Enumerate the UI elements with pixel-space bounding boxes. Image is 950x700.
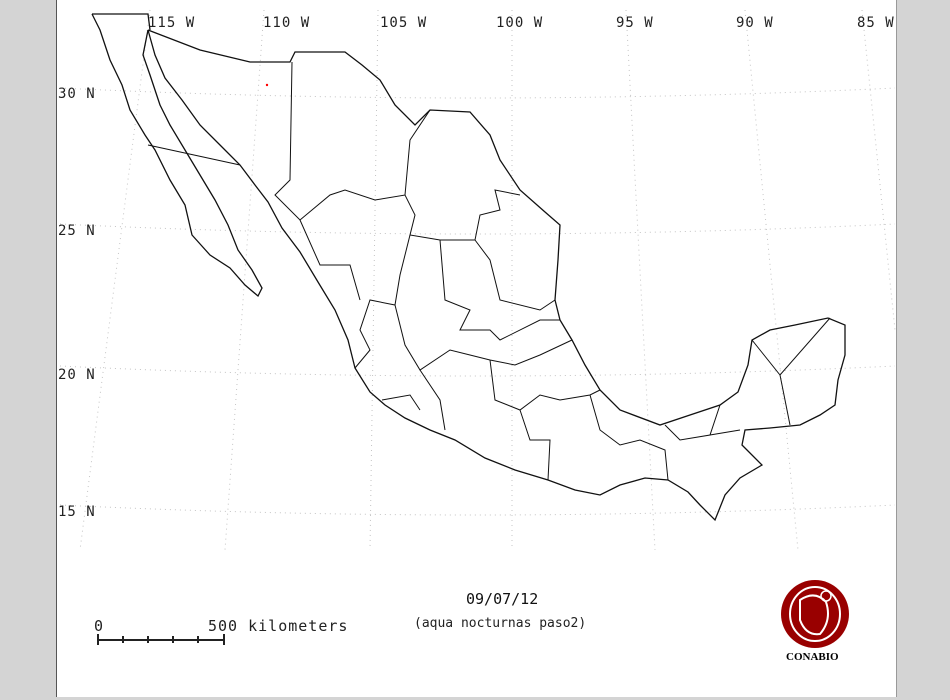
lon-label: 95 W (616, 15, 654, 31)
lon-label: 90 W (736, 15, 774, 31)
lon-label: 110 W (263, 15, 311, 31)
scale-start-label: 0 (94, 617, 105, 635)
map-date: 09/07/12 (466, 590, 539, 608)
baja-california (91, 13, 263, 298)
conabio-logo (781, 580, 849, 648)
lon-label: 105 W (380, 15, 428, 31)
lon-label: 85 W (857, 15, 895, 31)
mainland (147, 29, 846, 522)
map-subtitle: (aqua nocturnas paso2) (414, 616, 587, 631)
mexico-outline (91, 13, 846, 522)
scale-end-label: 500 kilometers (208, 617, 349, 635)
lon-label: 100 W (496, 15, 544, 31)
map-panel (56, 0, 897, 697)
logo-text: CONABIO (786, 651, 839, 663)
hotspot-marker (265, 83, 269, 87)
lat-label: 25 N (58, 223, 96, 239)
lat-label: 30 N (58, 86, 96, 102)
lat-label: 20 N (58, 367, 96, 383)
graticule (59, 9, 896, 551)
scale-bar (97, 634, 225, 645)
lon-label: 115 W (148, 15, 196, 31)
lat-label: 15 N (58, 504, 96, 520)
state-borders (147, 61, 831, 481)
